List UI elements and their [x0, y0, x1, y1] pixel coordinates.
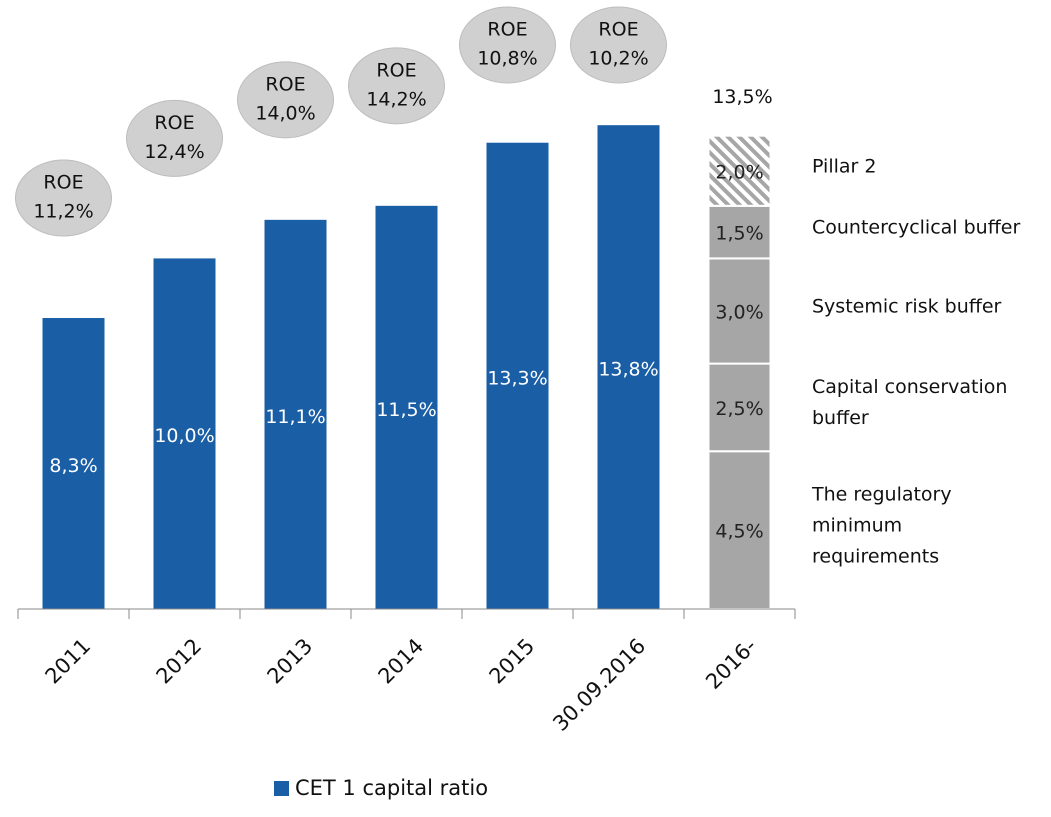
- x-tick-label: 2013: [263, 634, 318, 689]
- bar: [153, 258, 216, 609]
- bar-value-label: 13,8%: [598, 359, 658, 381]
- roe-label: ROE: [598, 19, 638, 41]
- segment-value-label: 1,5%: [715, 223, 763, 245]
- legend: CET 1 capital ratio: [274, 776, 488, 800]
- x-tick-label: 30.09.2016: [548, 634, 650, 736]
- legend-label: CET 1 capital ratio: [295, 776, 489, 800]
- roe-label: ROE: [43, 172, 83, 194]
- x-tick-label: 2011: [41, 634, 96, 689]
- roe-label: ROE: [265, 73, 305, 95]
- roe-label: ROE: [376, 59, 416, 81]
- x-tick-label: 2016-: [701, 634, 761, 694]
- roe-bubble: [126, 99, 223, 177]
- bar-value-label: 10,0%: [154, 425, 214, 447]
- legend-swatch: [274, 780, 289, 796]
- roe-bubble: [570, 6, 667, 84]
- bar: [264, 219, 327, 610]
- bar-value-label: 11,5%: [376, 399, 436, 421]
- requirement-segment: [707, 362, 772, 453]
- bar-value-label: 13,3%: [487, 367, 547, 389]
- bar: [42, 318, 105, 609]
- bar-value-label: 11,1%: [265, 406, 325, 428]
- segment-value-label: 3,0%: [715, 302, 763, 324]
- roe-value: 11,2%: [33, 201, 93, 223]
- roe-bubble: [15, 159, 112, 237]
- bar-value-label: 8,3%: [49, 455, 97, 477]
- requirement-segment: [707, 204, 772, 260]
- roe-label: ROE: [154, 112, 194, 134]
- roe-label: ROE: [487, 19, 527, 41]
- roe-value: 14,0%: [255, 102, 315, 124]
- x-tick-label: 2014: [374, 634, 429, 689]
- segment-value-label: 2,5%: [715, 398, 763, 420]
- roe-bubble: [459, 6, 556, 84]
- segment-value-label: 4,5%: [715, 521, 763, 543]
- x-tick-label: 2012: [152, 634, 207, 689]
- segment-value-label: 2,0%: [715, 161, 763, 183]
- bar: [486, 142, 549, 609]
- roe-value: 10,2%: [588, 48, 648, 70]
- segment-name: Capital conservation buffer: [812, 376, 1008, 430]
- x-tick-label: 2015: [485, 634, 540, 689]
- total-label: 13,5%: [712, 86, 772, 108]
- bar: [375, 205, 438, 609]
- segment-name: Countercyclical buffer: [812, 216, 1021, 239]
- segment-name: Pillar 2: [812, 155, 877, 178]
- requirement-segment: [707, 134, 772, 207]
- roe-value: 10,8%: [477, 48, 537, 70]
- segment-name: Systemic risk buffer: [812, 295, 1002, 318]
- requirement-segment: [707, 257, 772, 365]
- roe-bubble: [237, 61, 334, 139]
- bar: [597, 125, 660, 609]
- roe-value: 12,4%: [144, 141, 204, 163]
- roe-bubble: [348, 47, 445, 125]
- segment-name: The regulatory minimum requirements: [812, 483, 952, 568]
- roe-value: 14,2%: [366, 88, 426, 110]
